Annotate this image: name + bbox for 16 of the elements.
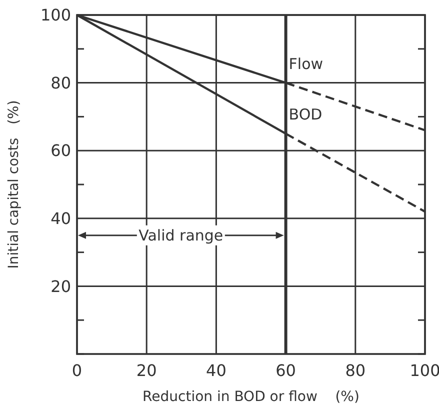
y-tick-label: 80 [50,73,71,92]
y-axis-title: Initial capital costs (%) [6,100,22,269]
x-tick-label: 80 [345,361,366,380]
x-tick-label: 20 [136,361,157,380]
y-tick-label: 60 [50,141,71,160]
series-label: BOD [288,106,322,124]
annotation: Valid range [138,226,224,245]
x-tick-label: 0 [72,361,82,380]
x-tick-label: 100 [410,361,439,380]
x-tick-label: 40 [206,361,226,380]
y-tick-label: 20 [50,276,71,296]
y-tick-label: 40 [50,209,71,228]
x-axis-title: Reduction in BOD or flow (%) [142,389,360,405]
series-label: Flow [288,54,324,73]
y-tick-label: 100 [40,6,71,25]
x-tick-label: 60 [276,361,296,380]
